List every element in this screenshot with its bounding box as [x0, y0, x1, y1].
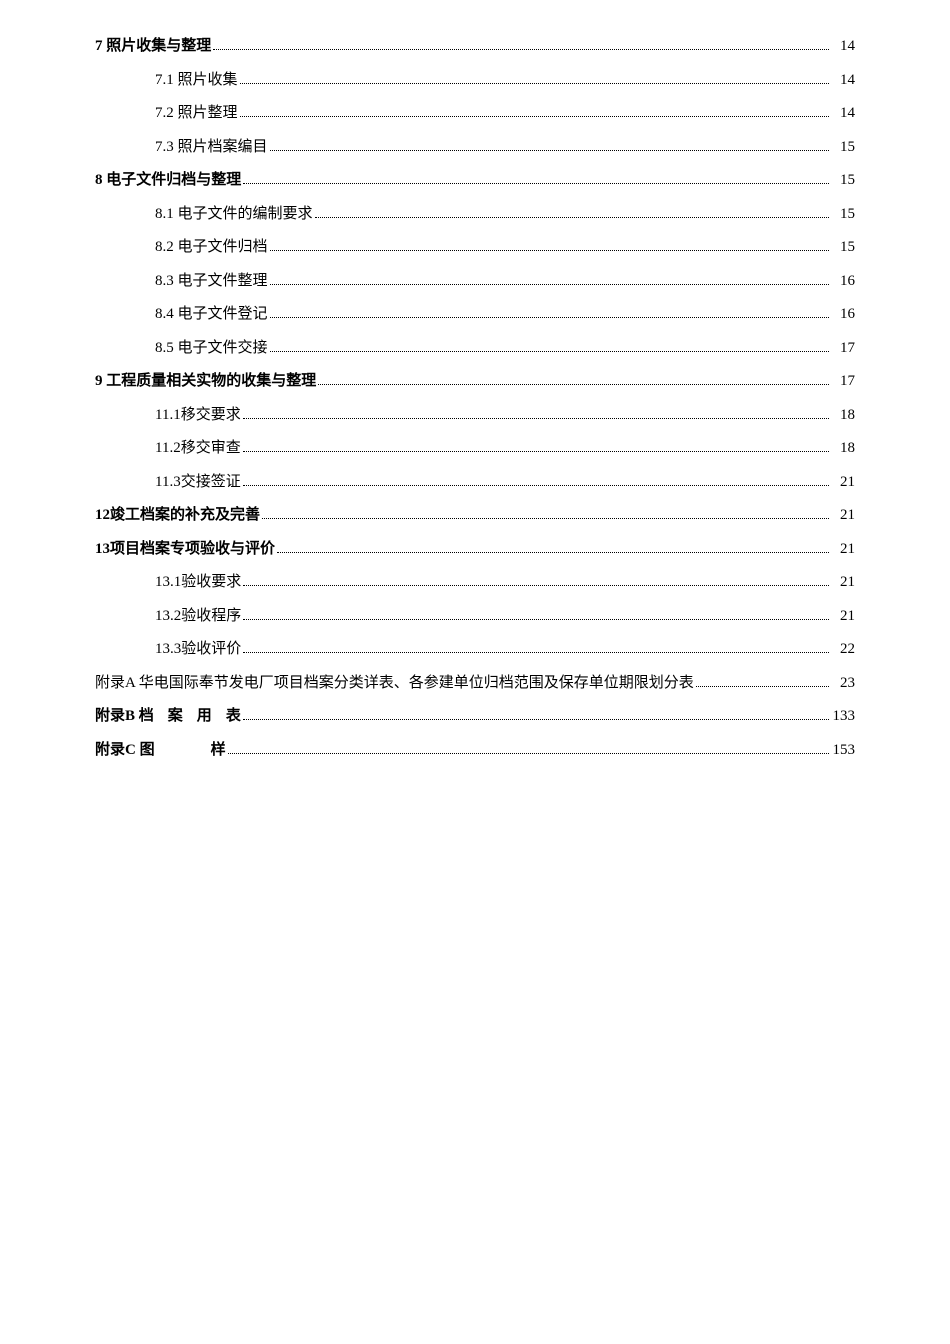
toc-leader-dots: [243, 619, 829, 620]
toc-entry: 8.4 电子文件登记 16: [95, 302, 855, 323]
toc-entry: 13.2验收程序 21: [95, 604, 855, 625]
toc-entry: 11.2移交审查 18: [95, 436, 855, 457]
toc-leader-dots: [243, 719, 829, 720]
toc-label: 7.1 照片收集: [95, 68, 238, 89]
toc-leader-dots: [270, 351, 829, 352]
toc-leader-dots: [315, 217, 829, 218]
toc-leader-dots: [243, 183, 829, 184]
toc-label: 8 电子文件归档与整理: [95, 168, 241, 189]
toc-entry: 13.1验收要求 21: [95, 570, 855, 591]
toc-label: 9 工程质量相关实物的收集与整理: [95, 369, 316, 390]
toc-leader-dots: [213, 49, 829, 50]
toc-label: 附录C 图样: [95, 738, 226, 759]
toc-leader-dots: [243, 418, 829, 419]
toc-page-number: 22: [831, 641, 855, 658]
toc-page-number: 153: [831, 742, 855, 759]
toc-leader-dots: [243, 485, 829, 486]
toc-page-number: 16: [831, 273, 855, 290]
toc-label: 13.2验收程序: [95, 604, 241, 625]
toc-entry: 12竣工档案的补充及完善 21: [95, 503, 855, 524]
toc-leader-dots: [243, 585, 829, 586]
toc-page-number: 18: [831, 407, 855, 424]
toc-label: 13.3验收评价: [95, 637, 241, 658]
toc-label: 7.2 照片整理: [95, 101, 238, 122]
toc-page-number: 15: [831, 206, 855, 223]
toc-page-number: 15: [831, 172, 855, 189]
toc-page-number: 21: [831, 541, 855, 558]
toc-label: 附录B 档案用表: [95, 704, 241, 725]
toc-page-number: 14: [831, 38, 855, 55]
toc-label: 8.3 电子文件整理: [95, 269, 268, 290]
toc-entry: 8.3 电子文件整理 16: [95, 269, 855, 290]
toc-entry: 13项目档案专项验收与评价 21: [95, 537, 855, 558]
toc-label: 7 照片收集与整理: [95, 34, 211, 55]
toc-leader-dots: [318, 384, 829, 385]
toc-leader-dots: [270, 250, 829, 251]
toc-entry: 11.3交接签证 21: [95, 470, 855, 491]
toc-leader-dots: [262, 518, 829, 519]
toc-entry: 8 电子文件归档与整理 15: [95, 168, 855, 189]
toc-label: 7.3 照片档案编目: [95, 135, 268, 156]
toc-page-number: 21: [831, 574, 855, 591]
toc-label: 8.5 电子文件交接: [95, 336, 268, 357]
toc-page-number: 14: [831, 72, 855, 89]
toc-entry: 11.1移交要求 18: [95, 403, 855, 424]
toc-leader-dots: [270, 284, 829, 285]
toc-label: 11.1移交要求: [95, 403, 241, 424]
toc-entry: 附录C 图样 153: [95, 738, 855, 759]
toc-entry: 7.2 照片整理 14: [95, 101, 855, 122]
toc-label: 8.2 电子文件归档: [95, 235, 268, 256]
toc-entry: 8.2 电子文件归档 15: [95, 235, 855, 256]
toc-page-number: 21: [831, 608, 855, 625]
toc-page-number: 17: [831, 373, 855, 390]
toc-entry: 7 照片收集与整理 14: [95, 34, 855, 55]
toc-entry: 13.3验收评价 22: [95, 637, 855, 658]
toc-leader-dots: [243, 451, 829, 452]
toc-label: 13项目档案专项验收与评价: [95, 537, 275, 558]
toc-label: 附录A 华电国际奉节发电厂项目档案分类详表、各参建单位归档范围及保存单位期限划分…: [95, 671, 694, 692]
toc-page-number: 17: [831, 340, 855, 357]
toc-label: 12竣工档案的补充及完善: [95, 503, 260, 524]
toc-page-number: 14: [831, 105, 855, 122]
table-of-contents: 7 照片收集与整理 14 7.1 照片收集 14 7.2 照片整理 14 7.3 照片档案编…: [95, 34, 855, 759]
toc-label: 13.1验收要求: [95, 570, 241, 591]
toc-label: 8.1 电子文件的编制要求: [95, 202, 313, 223]
toc-entry: 8.5 电子文件交接 17: [95, 336, 855, 357]
toc-label: 11.2移交审查: [95, 436, 241, 457]
toc-page-number: 16: [831, 306, 855, 323]
toc-leader-dots: [270, 150, 829, 151]
toc-entry: 7.1 照片收集 14: [95, 68, 855, 89]
toc-leader-dots: [240, 116, 829, 117]
toc-entry: 7.3 照片档案编目 15: [95, 135, 855, 156]
toc-entry: 附录A 华电国际奉节发电厂项目档案分类详表、各参建单位归档范围及保存单位期限划分…: [95, 671, 855, 692]
toc-page-number: 21: [831, 507, 855, 524]
toc-leader-dots: [270, 317, 829, 318]
toc-label: 8.4 电子文件登记: [95, 302, 268, 323]
toc-leader-dots: [243, 652, 829, 653]
toc-entry: 9 工程质量相关实物的收集与整理 17: [95, 369, 855, 390]
toc-leader-dots: [240, 83, 829, 84]
toc-leader-dots: [228, 753, 829, 754]
toc-page-number: 15: [831, 239, 855, 256]
toc-leader-dots: [696, 686, 829, 687]
toc-entry: 附录B 档案用表 133: [95, 704, 855, 725]
toc-page-number: 18: [831, 440, 855, 457]
toc-page-number: 133: [831, 708, 855, 725]
toc-page-number: 15: [831, 139, 855, 156]
toc-page-number: 23: [831, 675, 855, 692]
toc-entry: 8.1 电子文件的编制要求 15: [95, 202, 855, 223]
toc-page-number: 21: [831, 474, 855, 491]
toc-leader-dots: [277, 552, 829, 553]
toc-label: 11.3交接签证: [95, 470, 241, 491]
